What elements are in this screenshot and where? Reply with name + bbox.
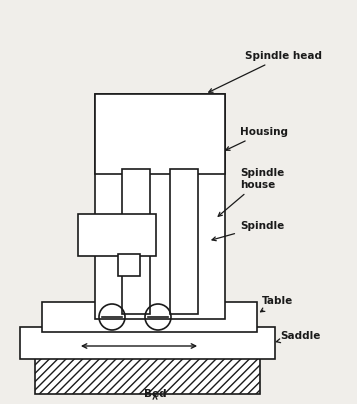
Text: Spindle: Spindle xyxy=(212,221,284,241)
Text: Bed: Bed xyxy=(144,389,166,399)
Bar xyxy=(78,214,156,256)
Text: Housing: Housing xyxy=(226,127,288,150)
Text: Spindle head: Spindle head xyxy=(209,51,322,92)
Text: Table: Table xyxy=(261,296,293,312)
Bar xyxy=(118,254,140,276)
Bar xyxy=(42,302,257,332)
Bar xyxy=(35,356,260,394)
Bar xyxy=(95,94,225,174)
Bar xyxy=(170,169,198,314)
Bar xyxy=(95,94,225,319)
Text: Saddle: Saddle xyxy=(276,331,320,343)
Text: Spindle
house: Spindle house xyxy=(218,168,284,216)
Bar xyxy=(20,327,275,359)
Bar xyxy=(122,169,150,314)
